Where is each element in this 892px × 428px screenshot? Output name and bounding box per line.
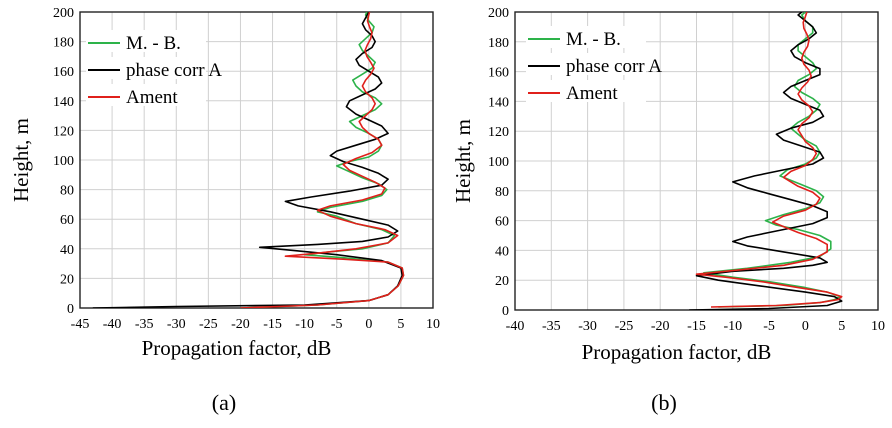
x-tick-label: -5 <box>331 317 343 332</box>
legend-bg <box>86 84 206 106</box>
y-tick-label: 100 <box>488 155 509 170</box>
legend-label: phase corr A <box>126 60 222 81</box>
x-tick-label: 0 <box>365 317 372 332</box>
legend-label: M. - B. <box>126 33 181 54</box>
x-tick-label: 5 <box>397 317 404 332</box>
y-axis-label: Height, m <box>451 119 475 203</box>
x-tick-label: -45 <box>71 317 90 332</box>
x-tick-label: -30 <box>167 317 186 332</box>
y-tick-label: 80 <box>60 184 74 199</box>
legend: M. - B. phase corr A Ament <box>86 30 222 108</box>
y-tick-label: 160 <box>488 66 509 81</box>
x-tick-label: -25 <box>199 317 218 332</box>
y-tick-label: 200 <box>488 6 509 21</box>
x-tick-label: -5 <box>763 319 775 334</box>
x-tick-label: -25 <box>615 319 634 334</box>
y-tick-label: 0 <box>67 302 74 317</box>
x-tick-label: -35 <box>542 319 561 334</box>
legend: M. - B. phase corr A Ament <box>526 26 662 104</box>
y-tick-label: 60 <box>60 213 74 228</box>
y-tick-label: 40 <box>60 243 74 258</box>
series-lines <box>92 12 405 308</box>
y-tick-label: 20 <box>60 272 74 287</box>
panel-caption: (b) <box>651 390 677 415</box>
legend-bg <box>526 53 646 75</box>
x-tick-label: -10 <box>295 317 314 332</box>
series-line-phase-corr-a <box>92 12 404 308</box>
legend-label: Ament <box>126 87 178 108</box>
y-tick-label: 40 <box>495 244 509 259</box>
y-tick-label: 0 <box>502 304 509 319</box>
chart-panel-1: -45 -40 -35 -30 -25 -20 -15 -10 -5 0 5 100204060801… <box>9 6 440 415</box>
chart-panel-2: -40 -35 -30 -25 -20 -15 -10 -5 0 5 100204060801001… <box>451 6 885 415</box>
x-tick-label: 10 <box>426 317 440 332</box>
y-tick-label: 160 <box>53 65 74 80</box>
y-tick-label: 20 <box>495 274 509 289</box>
y-tick-label: 200 <box>53 6 74 21</box>
y-tick-label: 120 <box>53 124 74 139</box>
x-tick-label: -20 <box>231 317 250 332</box>
series-lines <box>689 12 843 310</box>
legend-label: phase corr A <box>566 56 662 77</box>
series-line-phase-corr-a <box>689 12 843 310</box>
legend-label: Ament <box>566 83 618 104</box>
legend-bg <box>526 80 646 102</box>
x-axis-label: Propagation factor, dB <box>142 336 332 360</box>
x-tick-label: -10 <box>723 319 742 334</box>
legend-bg <box>86 30 206 52</box>
x-tick-label: 0 <box>802 319 809 334</box>
series-line-ament <box>240 12 405 308</box>
grid <box>79 11 434 309</box>
x-tick-label: 5 <box>838 319 845 334</box>
x-tick-label: -40 <box>506 319 525 334</box>
panel-caption: (a) <box>212 390 236 415</box>
x-tick-label: 10 <box>871 319 885 334</box>
y-tick-label: 180 <box>53 36 74 51</box>
y-tick-label: 140 <box>488 95 509 110</box>
y-tick-label: 120 <box>488 125 509 140</box>
x-axis-label: Propagation factor, dB <box>582 340 772 364</box>
legend-bg <box>86 57 206 79</box>
x-tick-label: -15 <box>263 317 282 332</box>
x-tick-label: -15 <box>687 319 706 334</box>
x-tick-label: -40 <box>103 317 122 332</box>
y-tick-label: 100 <box>53 154 74 169</box>
y-axis-label: Height, m <box>9 118 33 202</box>
series-line-ament <box>695 12 843 308</box>
x-tick-label: -20 <box>651 319 670 334</box>
y-tick-label: 180 <box>488 36 509 51</box>
y-tick-label: 140 <box>53 95 74 110</box>
legend-label: M. - B. <box>566 29 621 50</box>
x-tick-label: -35 <box>135 317 154 332</box>
legend-bg <box>526 26 646 48</box>
y-tick-label: 60 <box>495 215 509 230</box>
y-tick-label: 80 <box>495 185 509 200</box>
x-tick-label: -30 <box>578 319 597 334</box>
